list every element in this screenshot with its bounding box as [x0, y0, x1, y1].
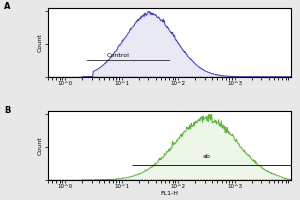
Text: ab: ab: [202, 154, 210, 159]
Text: A: A: [4, 2, 11, 11]
Y-axis label: Count: Count: [38, 33, 42, 52]
Text: B: B: [4, 106, 11, 115]
Y-axis label: Count: Count: [38, 136, 42, 155]
X-axis label: FL1-H: FL1-H: [160, 191, 178, 196]
Text: Control: Control: [107, 53, 130, 58]
